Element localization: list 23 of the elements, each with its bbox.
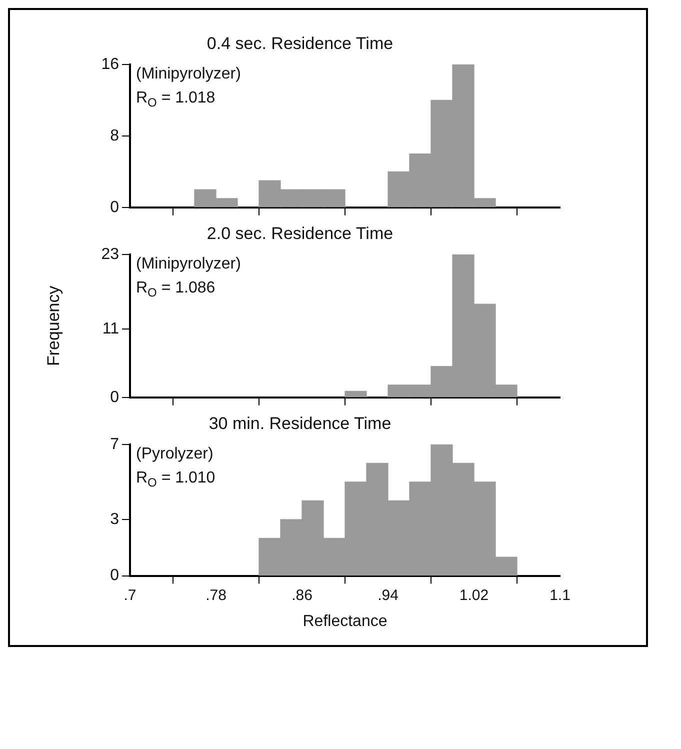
y-tick-label: 7 <box>110 436 120 453</box>
annotation: (Pyrolyzer) <box>136 445 214 462</box>
y-tick-label: 0 <box>110 388 120 406</box>
chart-title: 2.0 sec. Residence Time <box>206 224 394 243</box>
y-tick-label: 11 <box>102 320 120 338</box>
x-tick-label: .78 <box>206 586 226 604</box>
x-tick-label: 1.02 <box>459 586 489 604</box>
x-tick-label: .94 <box>378 586 398 604</box>
annotation: (Minipyrolyzer) <box>136 65 241 82</box>
x-tick-label: .7 <box>124 586 136 604</box>
x-tick-label: .86 <box>292 586 312 604</box>
y-tick-label: 0 <box>110 567 120 584</box>
y-tick-label: 16 <box>101 56 120 73</box>
y-tick-label: 8 <box>110 127 120 144</box>
y-tick-label: 0 <box>110 198 120 216</box>
y-tick-label: 23 <box>101 246 120 263</box>
annotation: (Minipyrolyzer) <box>136 255 241 272</box>
x-tick-label: 1.1 <box>550 586 570 604</box>
y-axis-title: Frequency <box>44 285 63 366</box>
x-axis-title: Reflectance <box>302 612 388 630</box>
chart-title: 30 min. Residence Time <box>208 414 392 433</box>
y-tick-label: 3 <box>110 510 120 528</box>
chart-title: 0.4 sec. Residence Time <box>206 34 394 53</box>
